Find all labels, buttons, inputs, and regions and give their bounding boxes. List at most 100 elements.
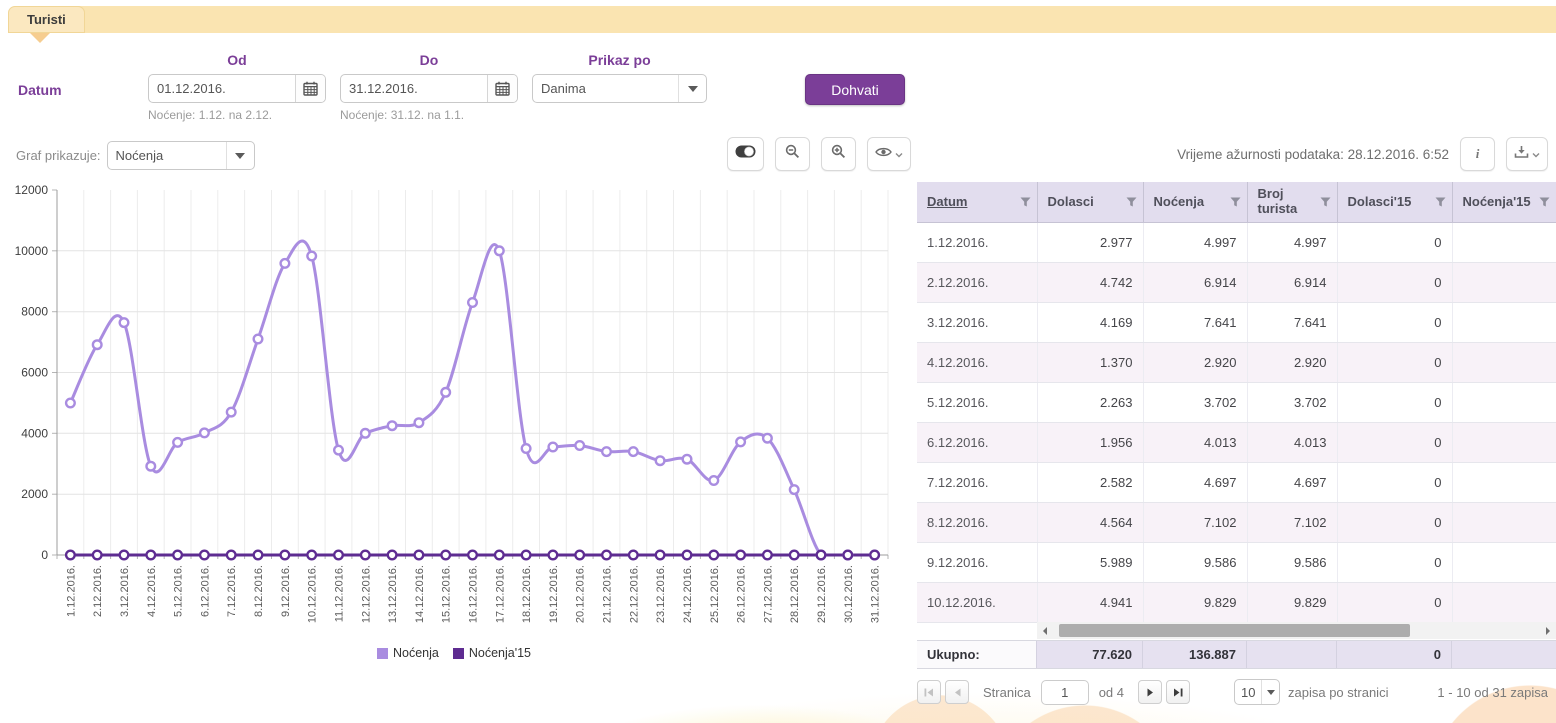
table-cell: 0	[1337, 342, 1452, 382]
prikaz-po-select[interactable]: Danima	[532, 74, 707, 103]
toggle-series-button[interactable]	[727, 137, 764, 171]
column-header-datum[interactable]: Datum	[917, 182, 1037, 222]
filter-icon[interactable]	[1230, 197, 1241, 207]
page-size-select[interactable]: 10	[1234, 679, 1280, 705]
table-cell: 4.12.2016.	[917, 342, 1037, 382]
zoom-in-icon	[831, 144, 846, 164]
svg-text:22.12.2016.: 22.12.2016.	[628, 565, 640, 623]
filter-icon[interactable]	[1435, 197, 1446, 207]
last-page-button[interactable]	[1166, 680, 1190, 704]
svg-text:10000: 10000	[15, 244, 49, 258]
scrollbar-track[interactable]	[1053, 622, 1540, 639]
table-row[interactable]: 5.12.2016.2.2633.7023.7020	[917, 382, 1556, 422]
zoom-out-button[interactable]	[775, 137, 810, 171]
record-range-label: 1 - 10 od 31 zapisa	[1437, 685, 1548, 700]
calendar-icon[interactable]	[487, 75, 517, 102]
svg-text:5.12.2016.: 5.12.2016.	[173, 565, 185, 617]
table-row[interactable]: 9.12.2016.5.9899.5869.5860	[917, 542, 1556, 582]
table-cell: 6.12.2016.	[917, 422, 1037, 462]
page-size-label: zapisa po stranici	[1288, 685, 1388, 700]
svg-text:13.12.2016.: 13.12.2016.	[387, 565, 399, 623]
table-cell: 0	[1337, 542, 1452, 582]
first-page-icon	[924, 688, 934, 697]
table-cell: 2.977	[1037, 222, 1143, 262]
table-cell: 0	[1337, 382, 1452, 422]
totals-label: Ukupno:	[917, 641, 1037, 668]
prev-page-button[interactable]	[945, 680, 969, 704]
svg-text:25.12.2016.: 25.12.2016.	[709, 565, 721, 623]
svg-text:24.12.2016.: 24.12.2016.	[682, 565, 694, 623]
table-cell	[1452, 542, 1556, 582]
table-cell: 1.370	[1037, 342, 1143, 382]
table-cell: 9.586	[1247, 542, 1337, 582]
column-header-dolasci[interactable]: Dolasci	[1037, 182, 1143, 222]
filter-icon[interactable]	[1126, 197, 1137, 207]
table-row[interactable]: 3.12.2016.4.1697.6417.6410	[917, 302, 1556, 342]
svg-text:11.12.2016.: 11.12.2016.	[334, 565, 346, 622]
table-row[interactable]: 1.12.2016.2.9774.9974.9970	[917, 222, 1556, 262]
first-page-button[interactable]	[917, 680, 941, 704]
top-tab-bar: Turisti	[8, 6, 1556, 33]
table-row[interactable]: 8.12.2016.4.5647.1027.1020	[917, 502, 1556, 542]
line-chart-canvas: 0200040006000800010000120001.12.2016.2.1…	[0, 182, 908, 642]
svg-text:15.12.2016.: 15.12.2016.	[441, 565, 453, 623]
scroll-left-icon[interactable]	[1037, 622, 1053, 639]
tab-pointer-arrow	[30, 33, 50, 43]
column-header-no-enja[interactable]: Noćenja	[1143, 182, 1247, 222]
series-visibility-button[interactable]	[867, 137, 911, 171]
filter-icon[interactable]	[1320, 197, 1331, 207]
graf-prikazuje-select[interactable]: Noćenja	[107, 141, 255, 170]
filter-icon[interactable]	[1539, 197, 1550, 207]
data-table: DatumDolasciNoćenjaBroj turistaDolasci'1…	[917, 182, 1556, 623]
table-cell	[1452, 502, 1556, 542]
scrollbar-thumb[interactable]	[1059, 624, 1410, 637]
chart-toolbar	[727, 137, 911, 171]
table-cell: 0	[1337, 422, 1452, 462]
svg-text:21.12.2016.: 21.12.2016.	[602, 565, 614, 623]
svg-text:17.12.2016.: 17.12.2016.	[494, 565, 506, 623]
datum-label: Datum	[18, 82, 62, 98]
last-page-icon	[1173, 688, 1183, 697]
horizontal-scrollbar[interactable]	[1037, 622, 1556, 639]
scroll-right-icon[interactable]	[1540, 622, 1556, 639]
table-cell: 9.12.2016.	[917, 542, 1037, 582]
pagination-bar: Stranica od 4 10 zapisa po stranici 1 - …	[917, 679, 1548, 705]
table-cell	[1452, 382, 1556, 422]
table-cell	[1452, 222, 1556, 262]
tab-turisti[interactable]: Turisti	[8, 6, 85, 33]
calendar-icon[interactable]	[295, 75, 325, 102]
date-to-input[interactable]	[341, 75, 487, 102]
page-number-input[interactable]	[1041, 680, 1089, 705]
column-header-dolasci-15[interactable]: Dolasci'15	[1337, 182, 1452, 222]
svg-text:29.12.2016.: 29.12.2016.	[816, 565, 828, 623]
svg-text:8.12.2016.: 8.12.2016.	[253, 565, 265, 617]
graf-prikazuje-value: Noćenja	[108, 142, 226, 169]
table-row[interactable]: 10.12.2016.4.9419.8299.8290	[917, 582, 1556, 622]
table-cell	[1452, 462, 1556, 502]
table-row[interactable]: 2.12.2016.4.7426.9146.9140	[917, 262, 1556, 302]
table-row[interactable]: 6.12.2016.1.9564.0134.0130	[917, 422, 1556, 462]
dohvati-button[interactable]: Dohvati	[805, 74, 905, 105]
data-updated-text: Vrijeme ažurnosti podataka: 28.12.2016. …	[1177, 147, 1449, 162]
date-from-input[interactable]	[149, 75, 295, 102]
next-page-icon	[1147, 688, 1154, 697]
svg-text:14.12.2016.: 14.12.2016.	[414, 565, 426, 623]
column-header-broj-turista[interactable]: Broj turista	[1247, 182, 1337, 222]
prev-page-icon	[954, 688, 961, 697]
legend-item-nocenja15[interactable]: Noćenja'15	[453, 646, 531, 660]
zoom-in-button[interactable]	[821, 137, 856, 171]
svg-text:18.12.2016.: 18.12.2016.	[521, 565, 533, 623]
line-chart[interactable]: 0200040006000800010000120001.12.2016.2.1…	[0, 182, 908, 642]
table-cell: 7.641	[1247, 302, 1337, 342]
info-button[interactable]: i	[1460, 137, 1495, 171]
table-cell	[1452, 262, 1556, 302]
next-page-button[interactable]	[1138, 680, 1162, 704]
table-row[interactable]: 7.12.2016.2.5824.6974.6970	[917, 462, 1556, 502]
filter-icon[interactable]	[1020, 197, 1031, 207]
svg-text:26.12.2016.: 26.12.2016.	[736, 565, 748, 623]
column-header-no-enja-15[interactable]: Noćenja'15	[1452, 182, 1556, 222]
table-row[interactable]: 4.12.2016.1.3702.9202.9200	[917, 342, 1556, 382]
download-button[interactable]	[1506, 137, 1548, 171]
legend-item-nocenja[interactable]: Noćenja	[377, 646, 439, 660]
table-cell: 1.12.2016.	[917, 222, 1037, 262]
